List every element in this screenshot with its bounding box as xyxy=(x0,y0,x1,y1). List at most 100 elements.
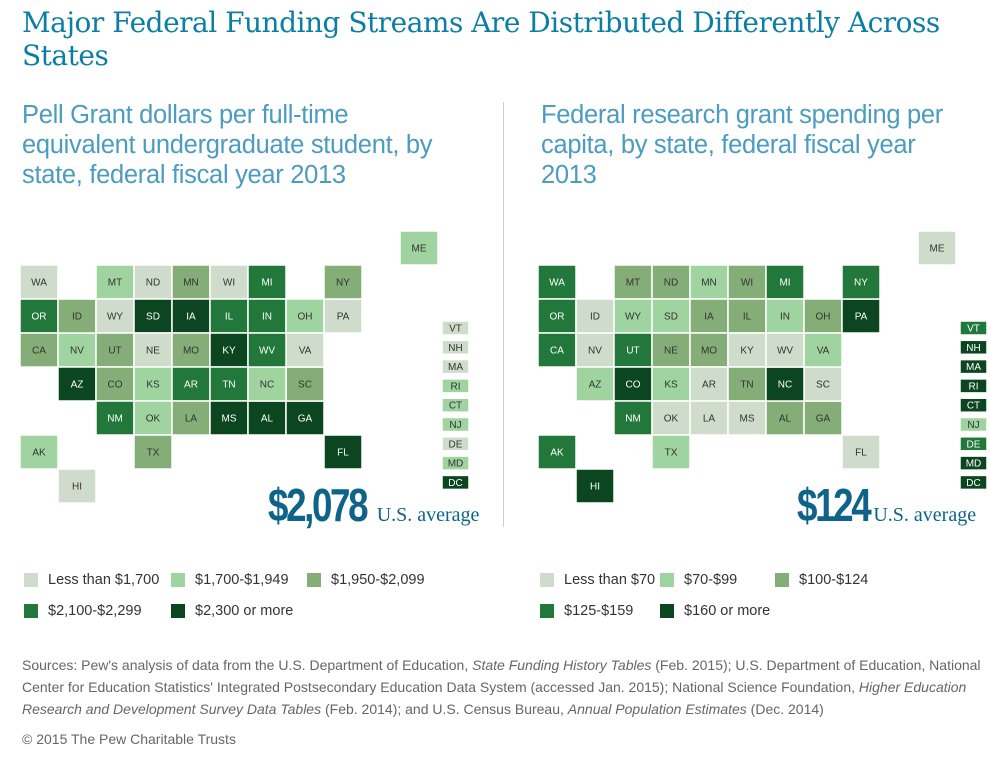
state-label: IN xyxy=(780,312,790,323)
state-md: MD xyxy=(441,455,470,471)
state-shape xyxy=(959,339,988,356)
state-az: AZ xyxy=(57,366,97,402)
state-ct: CT xyxy=(959,397,988,413)
state-shape xyxy=(917,230,957,266)
legend-item: $125-$159 xyxy=(540,603,633,619)
state-shape xyxy=(959,416,988,433)
state-shape xyxy=(841,434,881,470)
state-label: ME xyxy=(412,244,427,255)
state-nj: NJ xyxy=(959,416,988,433)
state-shape xyxy=(959,474,988,491)
state-label: WI xyxy=(741,278,753,289)
state-label: NJ xyxy=(967,420,979,431)
state-label: HI xyxy=(72,482,82,493)
state-ne: NE xyxy=(651,332,691,368)
state-label: IN xyxy=(262,312,272,323)
state-wy: WY xyxy=(613,298,653,334)
state-ga: GA xyxy=(803,400,843,436)
legend-swatch xyxy=(775,573,789,587)
state-shape xyxy=(441,455,470,471)
state-label: NC xyxy=(778,380,792,391)
state-label: AK xyxy=(550,448,564,459)
state-shape xyxy=(803,298,843,334)
state-wi: WI xyxy=(209,264,249,300)
state-shape xyxy=(765,264,805,300)
state-shape xyxy=(959,436,988,452)
state-label: KS xyxy=(664,380,678,391)
research-grant-map: WA OR CA NV ID MT WY UT AZ CO NM ND SD NE KS OK TX MN IA MO… xyxy=(537,230,988,504)
state-ms: MS xyxy=(727,400,767,436)
legend-label: $160 or more xyxy=(684,603,771,619)
state-vt: VT xyxy=(959,320,988,336)
state-nm: NM xyxy=(613,400,653,436)
state-label: VA xyxy=(299,346,312,357)
state-wa: WA xyxy=(19,264,59,300)
state-label: IL xyxy=(225,312,234,323)
state-la: LA xyxy=(689,400,729,436)
state-label: DC xyxy=(966,478,980,489)
sources-text: (Feb. 2015); U.S. Department of Educatio… xyxy=(22,657,981,695)
state-nc: NC xyxy=(247,366,287,402)
legend-item: $100-$124 xyxy=(775,572,868,588)
state-label: CO xyxy=(626,380,641,391)
state-sc: SC xyxy=(803,366,843,402)
legend-label: $100-$124 xyxy=(799,572,869,588)
state-oh: OH xyxy=(803,298,843,334)
state-label: MN xyxy=(701,278,717,289)
state-wy: WY xyxy=(95,298,135,334)
state-ia: IA xyxy=(689,298,729,334)
state-label: SC xyxy=(816,380,830,391)
state-label: TN xyxy=(740,380,753,391)
state-dc: DC xyxy=(959,474,988,491)
state-tx: TX xyxy=(133,434,173,470)
legend-swatch xyxy=(307,573,321,587)
state-shape xyxy=(841,264,881,300)
state-shape xyxy=(133,434,173,470)
legend-swatch xyxy=(660,604,674,618)
state-shape xyxy=(959,397,988,413)
state-label: MA xyxy=(966,362,981,373)
state-label: WV xyxy=(777,346,793,357)
state-shape xyxy=(95,400,135,436)
state-label: OK xyxy=(664,414,679,425)
state-shape xyxy=(209,264,249,300)
state-tn: TN xyxy=(727,366,767,402)
state-shape xyxy=(247,298,287,334)
state-label: NE xyxy=(664,346,678,357)
state-label: ID xyxy=(590,312,600,323)
state-wv: WV xyxy=(247,332,287,368)
state-shape xyxy=(959,358,988,375)
state-label: RI xyxy=(969,381,979,392)
state-label: LA xyxy=(703,414,716,425)
research-map-subtitle: Federal research grant spending per capi… xyxy=(541,101,943,189)
state-ma: MA xyxy=(959,358,988,375)
state-shape xyxy=(57,468,97,504)
state-mi: MI xyxy=(247,264,287,300)
state-shape xyxy=(727,264,767,300)
state-ia: IA xyxy=(171,298,211,334)
state-label: IA xyxy=(186,312,196,323)
state-ne: NE xyxy=(133,332,173,368)
state-shape xyxy=(613,400,653,436)
state-vt: VT xyxy=(441,320,470,336)
sources-text: (Feb. 2014); and U.S. Census Bureau, xyxy=(321,701,568,717)
state-label: IA xyxy=(704,312,714,323)
state-label: WY xyxy=(625,312,641,323)
state-ks: KS xyxy=(133,366,173,402)
state-shape xyxy=(959,320,988,336)
state-ct: CT xyxy=(441,397,470,413)
state-label: NV xyxy=(70,346,84,357)
state-mn: MN xyxy=(171,264,211,300)
state-shape xyxy=(171,400,211,436)
state-label: SD xyxy=(664,312,678,323)
state-nh: NH xyxy=(959,339,988,356)
state-il: IL xyxy=(209,298,249,334)
state-label: OH xyxy=(298,312,313,323)
state-ky: KY xyxy=(209,332,249,368)
state-label: VT xyxy=(967,324,980,335)
state-wi: WI xyxy=(727,264,767,300)
state-tx: TX xyxy=(651,434,691,470)
state-label: NM xyxy=(625,414,641,425)
state-label: MO xyxy=(701,346,717,357)
